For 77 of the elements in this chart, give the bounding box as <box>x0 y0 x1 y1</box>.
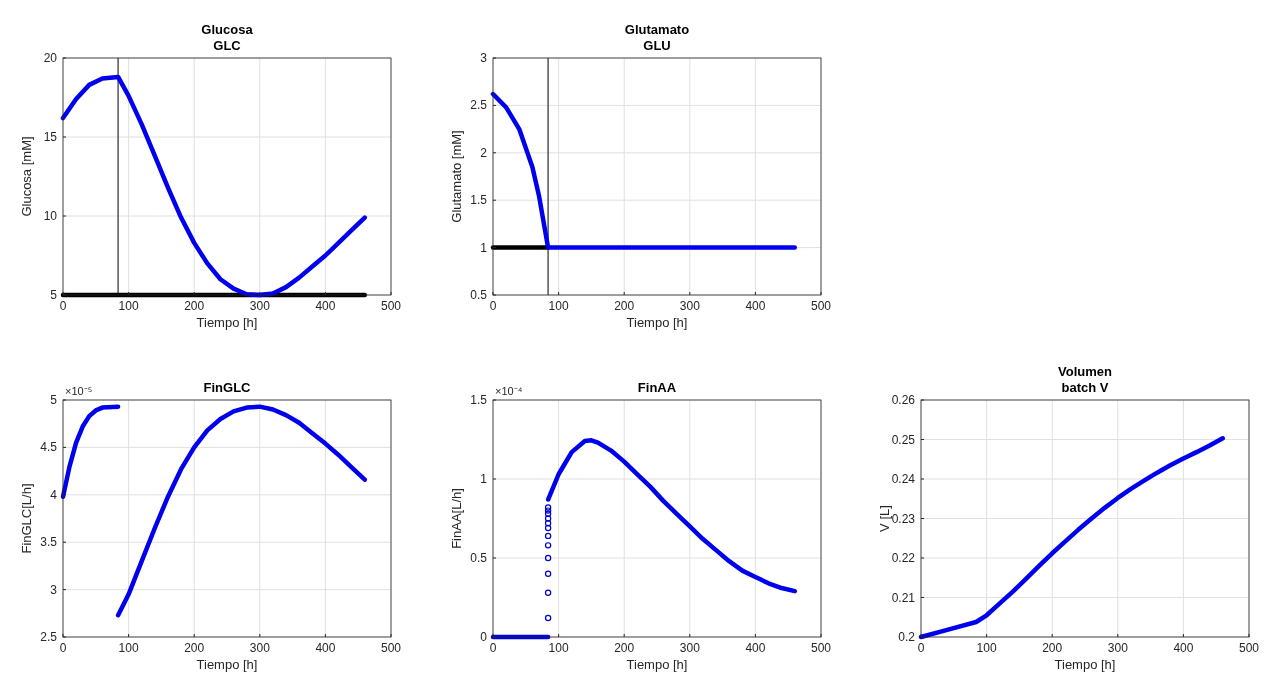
y-tick-label: 10 <box>43 209 58 223</box>
x-tick-label: 300 <box>679 299 701 313</box>
chart-title: Glutamato <box>624 22 690 37</box>
y-tick-label: 2.5 <box>470 98 488 113</box>
y-tick-label: 1 <box>480 472 488 486</box>
y-tick-label: 0.25 <box>891 432 916 447</box>
y-tick-label: 0 <box>480 630 488 644</box>
y-axis-title: FinAA[L/h] <box>449 488 464 549</box>
y-tick-label: 0.26 <box>891 393 916 407</box>
x-tick-label: 400 <box>315 299 336 313</box>
y-axis-title: V [L] <box>877 505 892 532</box>
x-tick-label: 100 <box>976 641 997 655</box>
y-tick-label: 3 <box>50 582 58 597</box>
chart-title: Glucosa <box>201 22 254 37</box>
x-axis-title: Tiempo [h] <box>626 315 688 330</box>
x-tick-label: 200 <box>1042 641 1063 655</box>
x-tick-label: 500 <box>810 641 832 655</box>
x-tick-label: 300 <box>249 641 271 655</box>
text: ×10⁻⁵ <box>65 385 93 397</box>
x-axis-title: Tiempo [h] <box>1054 657 1116 672</box>
x-tick-label: 100 <box>548 299 569 313</box>
x-tick-label: 300 <box>249 299 271 313</box>
y-axis-title: FinGLC[L/h] <box>19 483 34 554</box>
y-tick-label: 20 <box>43 51 58 65</box>
x-tick-label: 500 <box>380 641 402 655</box>
x-axis-title: Tiempo [h] <box>626 657 688 672</box>
text: ×10⁻⁴ <box>495 385 523 397</box>
x-tick-label: 0 <box>59 641 67 655</box>
y-tick-label: 3 <box>480 51 488 65</box>
x-tick-label: 200 <box>614 299 635 313</box>
y-tick-label: 5 <box>50 288 58 302</box>
y-tick-label: 0.22 <box>891 551 916 565</box>
chart-subtitle: GLC <box>213 38 242 53</box>
y-tick-label: 0.21 <box>891 590 916 605</box>
x-tick-label: 100 <box>548 641 569 655</box>
x-tick-label: 100 <box>118 641 139 655</box>
chart-title: FinAA <box>637 380 677 395</box>
chart-subtitle: GLU <box>643 38 671 53</box>
x-tick-label: 500 <box>380 299 402 313</box>
x-tick-label: 400 <box>1173 641 1194 655</box>
chart-title: FinGLC <box>203 380 252 395</box>
y-tick-label: 1 <box>480 240 488 255</box>
x-tick-label: 500 <box>1238 641 1260 655</box>
y-axis-title: Glutamato [mM] <box>449 130 464 223</box>
y-tick-label: 0.2 <box>898 630 916 644</box>
x-axis-title: Tiempo [h] <box>196 315 258 330</box>
x-tick-label: 0 <box>917 641 925 655</box>
y-tick-label: 15 <box>43 130 58 144</box>
y-tick-label: 0.5 <box>470 551 488 565</box>
y-tick-label: 0.23 <box>891 511 916 526</box>
y-tick-label: 0.24 <box>891 472 916 486</box>
y-tick-label: 1.5 <box>470 193 488 208</box>
y-tick-label: 4.5 <box>40 440 58 455</box>
x-tick-label: 400 <box>745 641 766 655</box>
x-axis-title: Tiempo [h] <box>196 657 258 672</box>
y-tick-label: 2.5 <box>40 630 58 644</box>
y-axis-title: Glucosa [mM] <box>19 136 34 217</box>
y-tick-label: 1.5 <box>470 393 488 407</box>
x-tick-label: 500 <box>810 299 832 313</box>
x-tick-label: 200 <box>184 299 205 313</box>
x-tick-label: 100 <box>118 299 139 313</box>
chart-title: Volumen <box>1058 364 1113 379</box>
y-tick-label: 2 <box>480 145 488 160</box>
x-tick-label: 400 <box>745 299 766 313</box>
x-tick-label: 400 <box>315 641 336 655</box>
x-tick-label: 0 <box>489 641 497 655</box>
x-tick-label: 200 <box>184 641 205 655</box>
chart-subtitle: batch V <box>1061 380 1109 395</box>
y-tick-label: 5 <box>50 393 58 407</box>
x-tick-label: 200 <box>614 641 635 655</box>
y-tick-label: 3.5 <box>40 535 58 550</box>
x-tick-label: 300 <box>679 641 701 655</box>
y-tick-label: 0.5 <box>470 288 488 302</box>
y-tick-label: 4 <box>50 487 58 502</box>
x-tick-label: 300 <box>1107 641 1129 655</box>
x-tick-label: 0 <box>59 299 67 313</box>
x-tick-label: 0 <box>489 299 497 313</box>
